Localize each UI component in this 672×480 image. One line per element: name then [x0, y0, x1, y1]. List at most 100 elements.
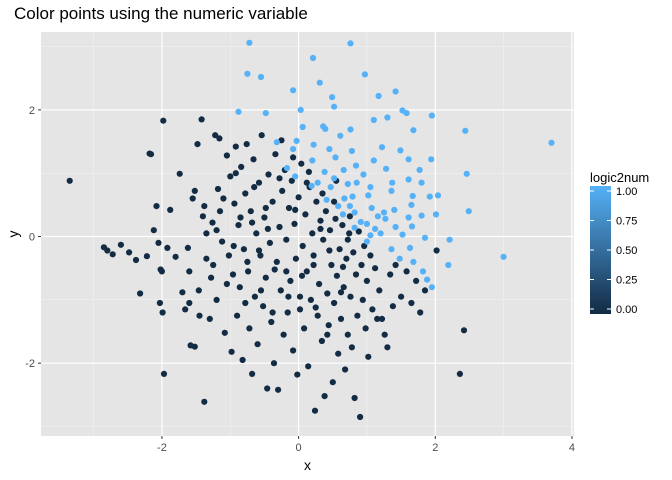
- data-point-high: [299, 123, 306, 131]
- data-point-low: [317, 217, 324, 224]
- data-point-low: [273, 258, 280, 265]
- data-point-low: [347, 293, 354, 300]
- data-point-low: [258, 132, 265, 139]
- data-point-low: [369, 306, 376, 313]
- data-point-high: [363, 220, 370, 227]
- data-point-low: [417, 309, 424, 316]
- data-point-low: [229, 271, 237, 278]
- data-point-low: [160, 370, 168, 377]
- data-point-low: [421, 287, 429, 294]
- data-point-low: [213, 227, 220, 234]
- data-point-high: [352, 162, 360, 169]
- data-point-low: [137, 290, 144, 297]
- data-point-low: [264, 385, 271, 392]
- data-point-low: [251, 184, 258, 191]
- data-point-low: [249, 370, 256, 377]
- data-point-high: [367, 232, 374, 239]
- data-point-low: [460, 327, 468, 334]
- data-point-low: [312, 304, 319, 311]
- data-point-low: [155, 239, 162, 246]
- data-point-low: [201, 203, 208, 210]
- data-point-high: [332, 154, 339, 161]
- data-point-high: [372, 225, 379, 232]
- data-point-low: [262, 204, 269, 212]
- data-point-low: [285, 204, 293, 212]
- y-tick-label: -2: [25, 358, 35, 370]
- data-point-high: [548, 139, 555, 146]
- legend-label: 1.00: [616, 186, 637, 198]
- data-point-low: [296, 293, 304, 300]
- data-point-low: [326, 247, 333, 254]
- data-point-low: [253, 230, 260, 237]
- data-point-low: [231, 200, 238, 207]
- data-point-high: [434, 192, 442, 199]
- data-point-low: [324, 331, 331, 338]
- data-point-low: [374, 315, 381, 322]
- data-point-low: [313, 198, 320, 205]
- data-point-low: [191, 187, 198, 194]
- legend-label: 0.00: [616, 304, 637, 316]
- data-point-low: [237, 214, 244, 221]
- data-point-low: [158, 268, 165, 275]
- data-point-high: [257, 73, 265, 81]
- data-point-low: [292, 206, 299, 213]
- data-point-low: [310, 252, 317, 259]
- legend-label: 0.25: [616, 275, 637, 287]
- legend-label: 0.50: [616, 245, 637, 257]
- data-point-low: [220, 195, 227, 202]
- data-point-high: [326, 146, 333, 153]
- data-point-low: [221, 329, 228, 336]
- data-point-low: [346, 230, 353, 237]
- data-point-high: [321, 168, 328, 175]
- data-point-low: [196, 312, 203, 319]
- data-point-low: [310, 261, 317, 269]
- data-point-low: [214, 185, 222, 193]
- data-point-low: [288, 177, 295, 184]
- data-point-low: [199, 213, 206, 220]
- data-point-low: [331, 299, 338, 307]
- data-point-high: [424, 276, 431, 283]
- data-point-low: [132, 256, 140, 264]
- data-point-low: [456, 370, 463, 377]
- data-point-low: [336, 246, 343, 253]
- data-point-low: [235, 222, 242, 229]
- data-point-low: [265, 171, 272, 178]
- data-point-high: [323, 196, 330, 203]
- data-point-low: [194, 141, 201, 148]
- data-point-high: [335, 203, 342, 210]
- data-point-low: [316, 280, 323, 288]
- data-point-low: [376, 287, 383, 294]
- data-point-low: [285, 293, 292, 300]
- data-point-low: [212, 132, 219, 139]
- data-point-low: [245, 268, 252, 275]
- data-point-high: [377, 230, 384, 237]
- data-point-low: [223, 280, 230, 288]
- data-point-high: [428, 284, 435, 291]
- data-point-low: [232, 170, 239, 177]
- y-axis-title: y: [5, 231, 21, 238]
- data-point-high: [363, 238, 370, 245]
- data-point-low: [179, 289, 186, 296]
- data-point-high: [309, 157, 316, 164]
- data-point-low: [290, 154, 297, 161]
- data-point-low: [335, 350, 342, 357]
- data-point-low: [365, 353, 372, 360]
- data-point-low: [276, 175, 283, 182]
- data-point-low: [232, 143, 239, 150]
- data-point-low: [333, 272, 340, 279]
- data-point-high: [405, 176, 412, 183]
- data-point-high: [314, 179, 321, 186]
- data-point-low: [278, 137, 285, 144]
- data-point-low: [66, 177, 73, 184]
- data-point-high: [365, 192, 372, 199]
- data-point-low: [234, 312, 241, 319]
- data-point-high: [416, 166, 423, 174]
- data-point-low: [348, 344, 355, 351]
- data-point-low: [363, 277, 370, 284]
- data-point-low: [143, 253, 150, 260]
- data-point-low: [381, 331, 388, 338]
- data-point-low: [247, 208, 254, 215]
- data-point-low: [292, 255, 299, 262]
- data-point-high: [290, 146, 297, 153]
